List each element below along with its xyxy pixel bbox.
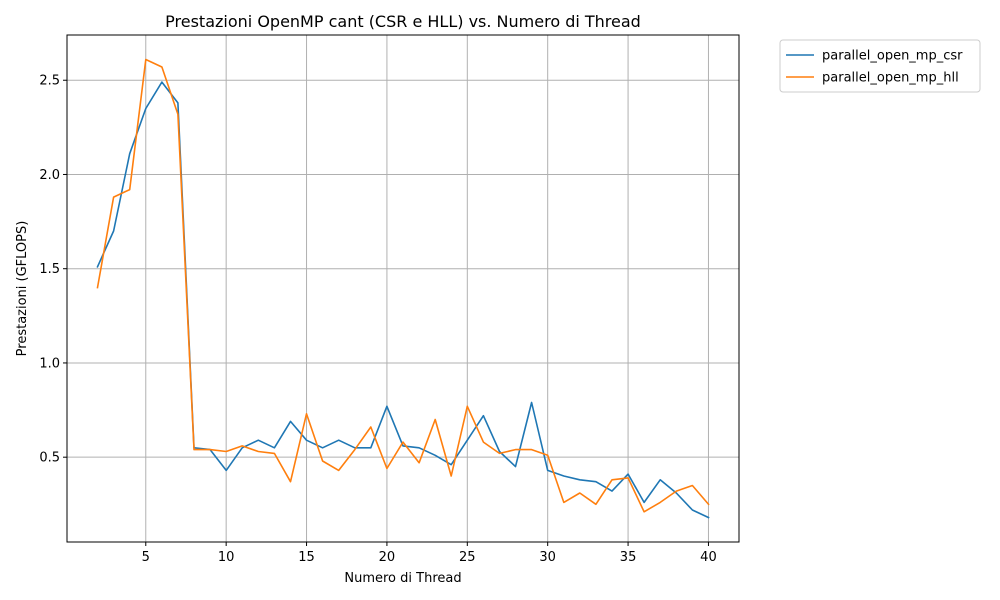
legend-box [779,39,981,93]
axis-ticks: 5 10 15 20 25 30 35 40 0.5 1.0 1.5 2.0 2.5 [39,74,716,565]
legend-label-hll: parallel_open_mp_hll [822,71,959,86]
legend: parallel_open_mp_csr parallel_open_mp_hl… [779,39,981,93]
x-axis-label: Numero di Thread [344,571,461,586]
x-tick-label: 5 [142,550,150,565]
y-tick-label: 2.5 [39,74,60,89]
series-line-parallel-open-mp-csr [96,81,710,519]
y-tick-label: 0.5 [39,451,60,466]
series-line-parallel-open-mp-hll [96,58,710,513]
gridlines [67,35,739,542]
x-tick-label: 15 [298,550,315,565]
x-tick-label: 35 [620,550,637,565]
x-tick-label: 40 [700,550,717,565]
y-tick-label: 2.0 [39,168,60,183]
y-tick-label: 1.5 [39,262,60,277]
x-tick-label: 20 [379,550,396,565]
y-axis-label: Prestazioni (GFLOPS) [15,221,30,357]
x-tick-label: 25 [459,550,476,565]
x-tick-label: 30 [539,550,556,565]
series-lines [96,58,710,519]
plot-frame [66,34,740,543]
x-tick-label: 10 [218,550,235,565]
chart-title: Prestazioni OpenMP cant (CSR e HLL) vs. … [165,12,641,31]
legend-label-csr: parallel_open_mp_csr [822,49,963,64]
y-tick-label: 1.0 [39,356,60,371]
